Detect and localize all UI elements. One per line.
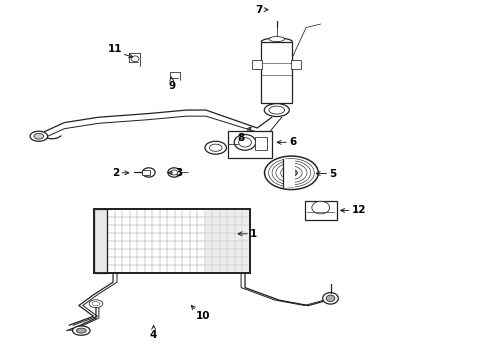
Ellipse shape — [34, 134, 44, 139]
Bar — [261, 42, 293, 103]
Text: 8: 8 — [238, 134, 245, 143]
Ellipse shape — [269, 106, 285, 114]
Bar — [94, 209, 250, 273]
Ellipse shape — [89, 300, 103, 308]
Ellipse shape — [264, 104, 289, 117]
Ellipse shape — [76, 328, 86, 333]
Ellipse shape — [171, 170, 177, 175]
Bar — [292, 60, 301, 69]
Text: 11: 11 — [107, 44, 122, 54]
Ellipse shape — [312, 201, 330, 214]
Bar — [255, 137, 267, 149]
Ellipse shape — [239, 138, 251, 147]
Ellipse shape — [73, 326, 90, 335]
Ellipse shape — [286, 169, 297, 176]
Ellipse shape — [168, 168, 180, 177]
Ellipse shape — [205, 141, 226, 154]
Ellipse shape — [269, 37, 285, 41]
Ellipse shape — [30, 131, 48, 141]
Text: 12: 12 — [351, 206, 366, 216]
Bar — [283, 159, 295, 187]
Text: 4: 4 — [150, 330, 157, 340]
Text: 2: 2 — [112, 168, 120, 178]
Text: 10: 10 — [196, 311, 211, 321]
Text: 6: 6 — [289, 138, 296, 147]
Text: 9: 9 — [168, 81, 175, 91]
Ellipse shape — [143, 168, 155, 177]
Bar — [206, 209, 250, 273]
Bar — [143, 170, 150, 175]
Ellipse shape — [234, 134, 256, 150]
Ellipse shape — [131, 56, 139, 62]
Ellipse shape — [265, 156, 318, 190]
Bar — [252, 60, 262, 69]
Bar — [305, 201, 337, 220]
Ellipse shape — [92, 302, 100, 306]
Text: 5: 5 — [329, 168, 336, 179]
Bar — [228, 131, 272, 158]
Text: 7: 7 — [256, 5, 263, 15]
Ellipse shape — [323, 293, 338, 304]
Bar — [94, 209, 107, 273]
Text: 3: 3 — [175, 168, 183, 178]
Ellipse shape — [326, 295, 335, 302]
Text: 1: 1 — [250, 229, 257, 239]
Ellipse shape — [209, 144, 222, 151]
